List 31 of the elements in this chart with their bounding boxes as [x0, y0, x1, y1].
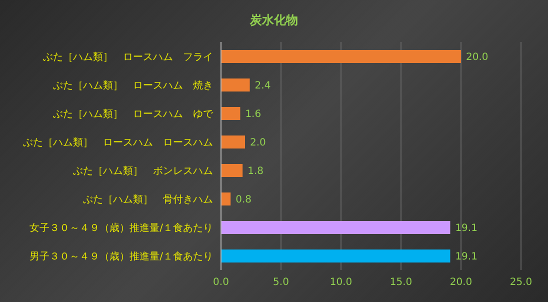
data-label: 19.1	[455, 223, 478, 234]
x-tick-label: 15.0	[390, 277, 412, 288]
x-tick-label: 5.0	[273, 277, 289, 288]
data-label: 2.0	[250, 138, 266, 149]
x-tick-label: 25.0	[510, 277, 532, 288]
x-tick-label: 20.0	[450, 277, 472, 288]
data-label: 0.8	[236, 194, 252, 206]
x-tick-label: 10.0	[330, 277, 352, 288]
bar	[221, 192, 231, 206]
bar	[221, 78, 250, 92]
y-tick-label: ぶた［ハム類］ ロースハム 焼き	[53, 79, 213, 92]
y-tick-label: 男子３０～４９（歳）推進量/１食あたり	[30, 250, 213, 262]
data-label: 2.4	[254, 80, 271, 92]
data-label: 1.8	[248, 166, 264, 178]
data-label: 20.0	[466, 52, 488, 64]
y-tick-label: ぶた［ハム類］ ロースハム ゆで	[53, 108, 214, 120]
data-label: 1.6	[245, 109, 262, 120]
bar	[221, 220, 450, 234]
y-tick-label: ぶた［ハム類］ ロースハム ロースハム	[23, 136, 213, 148]
y-tick-label: ぶた［ハム類］ 骨付きハム	[83, 193, 213, 206]
bar	[221, 50, 461, 63]
bar	[221, 106, 240, 120]
bar	[221, 164, 243, 177]
y-tick-label: ぶた［ハム類］ ボンレスハム	[73, 164, 213, 177]
y-tick-label: ぶた［ハム類］ ロースハム フライ	[43, 50, 213, 63]
data-label: 19.1	[455, 252, 478, 263]
y-tick-label: 女子３０～４９（歳）推進量/１食あたり	[30, 222, 213, 234]
bar	[221, 135, 245, 148]
chart-title: 炭水化物	[248, 12, 299, 29]
x-tick-label: 0.0	[213, 277, 229, 288]
bar	[221, 249, 450, 262]
